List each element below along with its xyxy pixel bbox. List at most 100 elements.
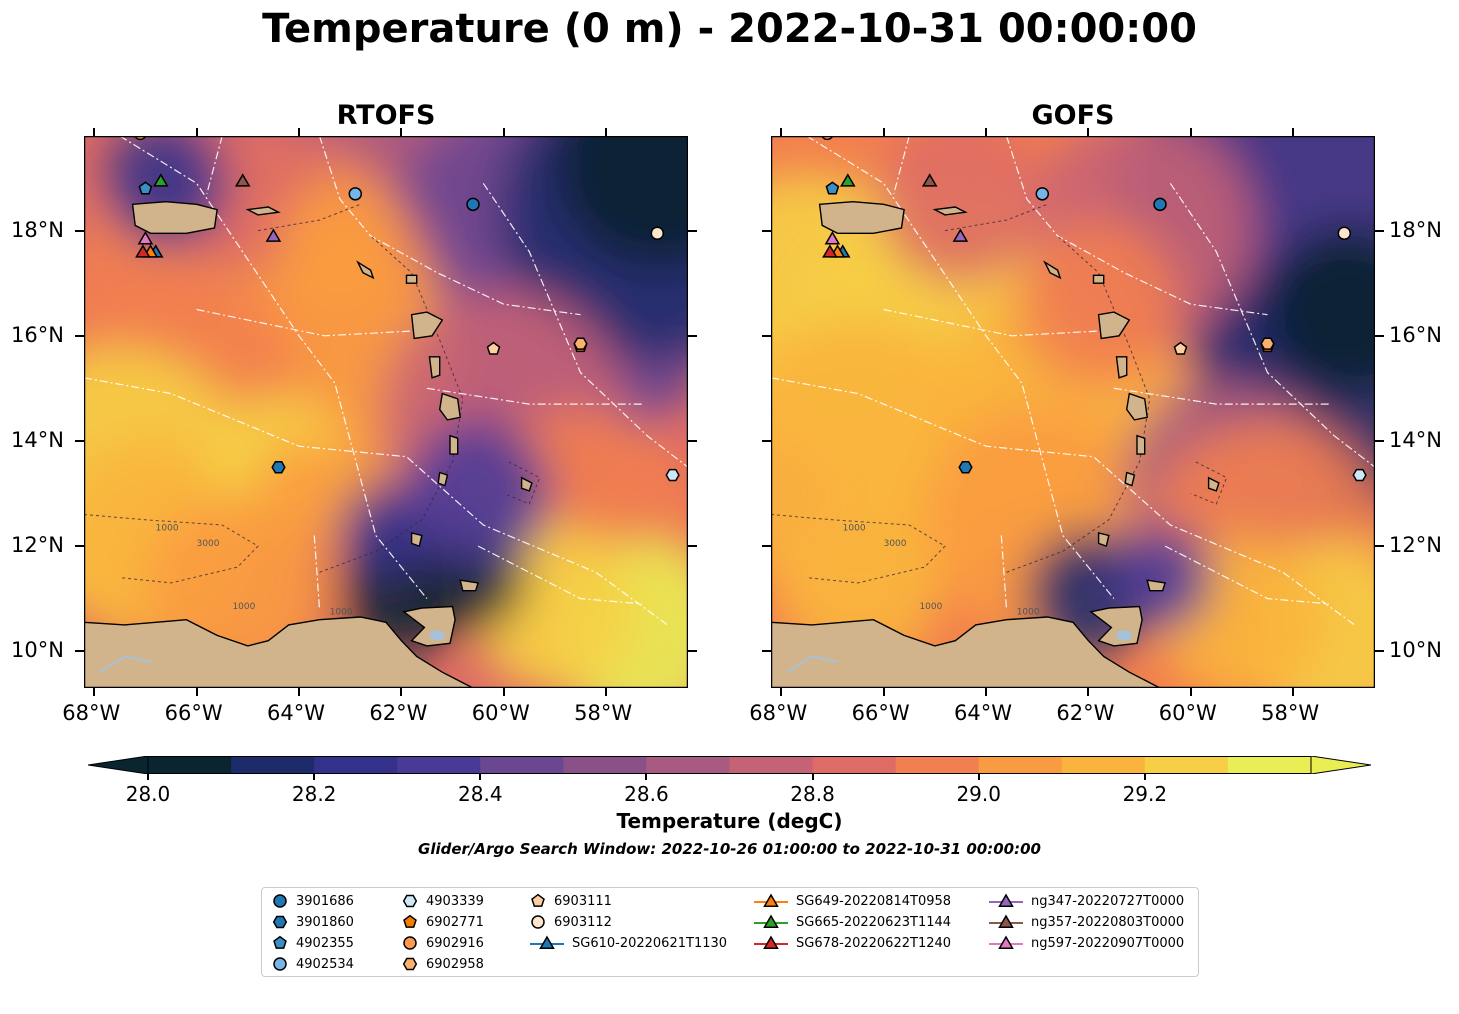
colorbar-tick	[645, 774, 648, 780]
lat-tick-label: 16°N	[11, 322, 64, 347]
eez-boundary	[1164, 545, 1329, 605]
colorbar-tick-label: 28.8	[790, 782, 835, 806]
colorbar-tick-label: 28.6	[624, 782, 669, 806]
gofs-eez-boundaries	[771, 136, 1375, 626]
colorbar-segment	[1227, 756, 1312, 774]
legend-item: ng357-20220803T0000	[989, 914, 1184, 930]
lat-tick-label: 14°N	[1389, 427, 1442, 452]
legend-label: 3901686	[296, 893, 354, 909]
axis-tick	[780, 688, 783, 696]
colorbar-tick	[1143, 774, 1146, 780]
gofs-bathymetry-contours	[771, 203, 1228, 584]
marker-3901860	[271, 460, 286, 474]
colorbar-tick-label: 28.4	[458, 782, 503, 806]
legend-marker-icon	[989, 914, 1023, 929]
legend-symbol	[272, 915, 288, 929]
bathymetry-contour	[1006, 235, 1151, 573]
marker-4902534	[1035, 187, 1050, 201]
colorbar-tick	[479, 774, 482, 780]
legend-item: ng347-20220727T0000	[989, 893, 1184, 909]
colorbar-segment	[397, 756, 481, 774]
legend-label: 3901860	[296, 914, 354, 930]
legend-item: 4902534	[272, 956, 354, 972]
axis-tick	[400, 688, 403, 696]
axis-tick	[1087, 128, 1090, 136]
marker-6903112	[650, 226, 665, 241]
axis-tick	[1087, 688, 1090, 696]
legend-symbol	[763, 914, 779, 929]
legend-label: ng597-20220907T0000	[1031, 935, 1185, 951]
colorbar	[88, 756, 1371, 774]
colorbar-tick-label: 29.2	[1122, 782, 1168, 806]
axis-tick	[195, 128, 198, 136]
colorbar-segment	[314, 756, 398, 774]
landmass-venezuela	[84, 616, 474, 688]
lat-tick-label: 12°N	[1389, 533, 1442, 558]
legend-label: ng357-20220803T0000	[1031, 914, 1185, 930]
colorbar-tick	[811, 774, 814, 780]
colorbar-segment	[812, 756, 897, 774]
gofs-temperature-field	[771, 136, 1375, 688]
legend-label: SG649-20220814T0958	[796, 893, 952, 909]
axis-tick	[605, 688, 608, 696]
colorbar-tick	[977, 774, 980, 780]
legend-label: SG678-20220622T1240	[796, 935, 952, 951]
legend-marker-icon	[403, 914, 417, 928]
legend-marker-icon	[272, 915, 288, 929]
legend-symbol	[403, 936, 417, 950]
landmass-barbados	[520, 476, 533, 492]
landmass-puerto-rico	[818, 200, 905, 235]
bathymetry-contour	[1190, 461, 1228, 505]
figure-title: Temperature (0 m) - 2022-10-31 00:00:00	[262, 6, 1197, 52]
legend-marker-icon	[403, 936, 417, 950]
landmass-puerto-rico	[131, 200, 218, 235]
legend-label: 6902958	[426, 956, 484, 972]
legend-label: 4903339	[426, 893, 484, 909]
axis-tick	[1375, 334, 1384, 337]
marker-3901860	[958, 460, 973, 474]
legend-item: ng597-20220907T0000	[989, 935, 1184, 951]
gulf-of-paria-water	[429, 630, 446, 641]
map-panel-gofs: 1000 3000 1000 1000	[771, 136, 1375, 688]
landmass-stkitts	[356, 260, 375, 280]
colorbar-segment	[729, 756, 814, 774]
legend-item: 6903111	[530, 893, 612, 909]
eez-boundary	[1000, 535, 1008, 610]
axis-tick	[688, 439, 697, 442]
landmass-antigua	[405, 274, 418, 284]
legend-item: 4902355	[272, 935, 354, 951]
landmass-st-lucia	[1136, 434, 1146, 455]
colorbar-label: Temperature (degC)	[616, 809, 843, 833]
axis-tick	[1189, 688, 1192, 696]
axis-tick	[1375, 229, 1384, 232]
axis-tick	[75, 334, 84, 337]
contour-label: 3000	[197, 539, 220, 549]
legend-label: 6903112	[554, 914, 612, 930]
river	[785, 655, 838, 674]
axis-tick	[93, 128, 96, 136]
legend-label: 6902916	[426, 935, 484, 951]
marker-4903339	[665, 468, 680, 482]
axis-tick	[1375, 545, 1384, 548]
marker-3901686	[1153, 197, 1167, 212]
bathymetry-contour	[944, 203, 1048, 232]
axis-tick	[75, 229, 84, 232]
eez-boundary	[318, 136, 581, 316]
bathymetry-contour	[84, 514, 259, 584]
colorbar-segment	[978, 756, 1063, 774]
landmass-grenada	[410, 531, 423, 548]
lon-tick-label: 64°W	[266, 701, 325, 725]
eez-boundary	[1169, 182, 1375, 468]
axis-tick	[882, 128, 885, 136]
axis-tick	[762, 334, 771, 337]
axis-tick	[400, 128, 403, 136]
legend-item: 4903339	[402, 893, 484, 909]
marker-6902958	[573, 337, 588, 350]
rtofs-land	[84, 200, 533, 688]
legend-item: SG610-20220621T1130	[530, 935, 727, 951]
marker-ng597-20220907T0000	[137, 230, 154, 245]
legend-symbol	[998, 935, 1014, 950]
legend-symbol	[531, 915, 545, 929]
landmass-martinique	[438, 392, 461, 421]
eez-boundary	[313, 535, 321, 610]
